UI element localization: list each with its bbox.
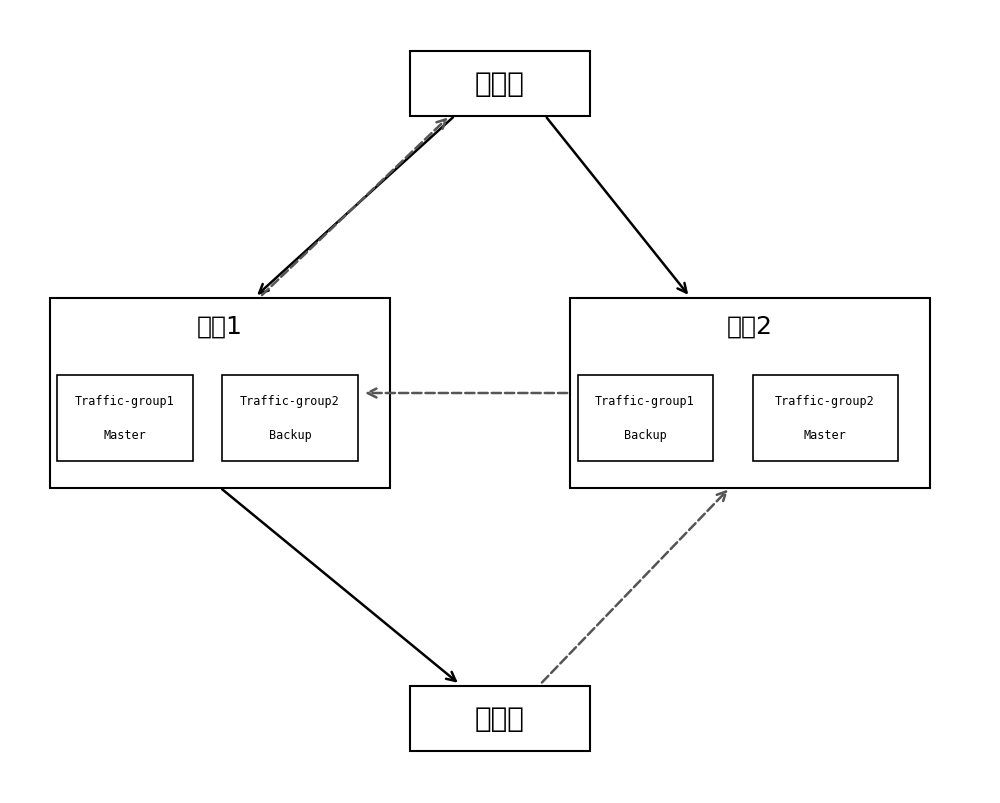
FancyBboxPatch shape (410, 686, 590, 751)
Text: 设备2: 设备2 (727, 315, 773, 339)
FancyArrowPatch shape (259, 118, 453, 294)
Text: Master: Master (804, 429, 846, 442)
Text: Backup: Backup (624, 429, 666, 442)
Text: 服务器: 服务器 (475, 704, 525, 732)
Text: Traffic-group2: Traffic-group2 (240, 395, 340, 408)
FancyBboxPatch shape (410, 51, 590, 116)
FancyArrowPatch shape (368, 389, 567, 398)
FancyBboxPatch shape (578, 376, 712, 461)
Text: 设备1: 设备1 (197, 315, 243, 339)
FancyBboxPatch shape (222, 376, 358, 461)
FancyBboxPatch shape (57, 376, 192, 461)
FancyBboxPatch shape (50, 299, 390, 488)
FancyArrowPatch shape (542, 492, 726, 683)
FancyBboxPatch shape (753, 376, 898, 461)
Text: Backup: Backup (269, 429, 311, 442)
FancyBboxPatch shape (570, 299, 930, 488)
Text: Master: Master (104, 429, 146, 442)
Text: Traffic-group1: Traffic-group1 (595, 395, 695, 408)
Text: 客户端: 客户端 (475, 70, 525, 98)
FancyArrowPatch shape (547, 119, 687, 293)
Text: Traffic-group2: Traffic-group2 (775, 395, 875, 408)
FancyArrowPatch shape (262, 120, 446, 296)
FancyArrowPatch shape (222, 490, 456, 681)
Text: Traffic-group1: Traffic-group1 (75, 395, 175, 408)
